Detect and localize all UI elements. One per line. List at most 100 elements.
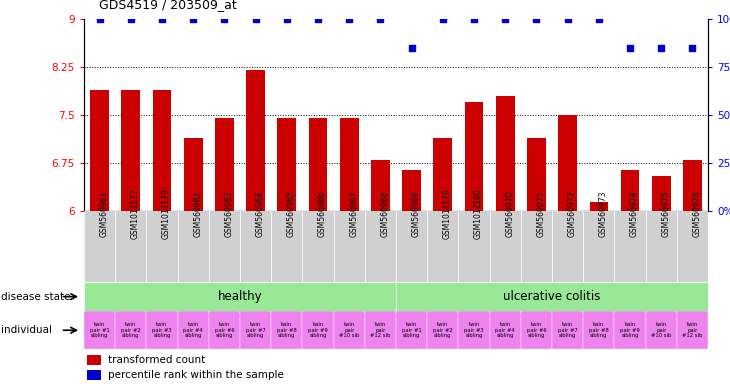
- Bar: [458, 311, 490, 349]
- Text: twin
pair #6
sibling: twin pair #6 sibling: [215, 322, 234, 338]
- Point: [218, 16, 230, 22]
- Point: [125, 16, 137, 22]
- Point: [374, 16, 386, 22]
- Text: twin
pair #1
sibling: twin pair #1 sibling: [402, 322, 421, 338]
- Text: GSM560974: GSM560974: [630, 190, 639, 237]
- Bar: [334, 311, 365, 349]
- Bar: [184, 137, 202, 211]
- Bar: [427, 211, 458, 282]
- Text: twin
pair
#10 sib: twin pair #10 sib: [651, 322, 672, 338]
- Bar: [590, 202, 608, 211]
- Bar: [465, 103, 483, 211]
- Bar: [521, 211, 552, 282]
- Bar: [302, 311, 334, 349]
- Bar: [302, 211, 334, 282]
- Bar: [84, 282, 396, 311]
- Bar: [240, 211, 272, 282]
- Bar: [121, 89, 140, 211]
- Point: [343, 16, 355, 22]
- Point: [468, 16, 480, 22]
- Bar: [583, 311, 615, 349]
- Bar: [177, 211, 209, 282]
- Bar: [209, 211, 240, 282]
- Bar: [402, 170, 421, 211]
- Bar: [458, 211, 490, 282]
- Text: GSM560965: GSM560965: [287, 190, 296, 237]
- Text: twin
pair #4
sibling: twin pair #4 sibling: [183, 322, 203, 338]
- Text: twin
pair #3
sibling: twin pair #3 sibling: [464, 322, 484, 338]
- Point: [531, 16, 542, 22]
- Text: twin
pair #7
sibling: twin pair #7 sibling: [246, 322, 266, 338]
- Bar: [277, 118, 296, 211]
- Text: GSM560970: GSM560970: [505, 190, 514, 237]
- Bar: [434, 137, 452, 211]
- Text: twin
pair #9
sibling: twin pair #9 sibling: [620, 322, 640, 338]
- Bar: [615, 211, 646, 282]
- Text: twin
pair #1
sibling: twin pair #1 sibling: [90, 322, 109, 338]
- Point: [624, 45, 636, 51]
- Text: ulcerative colitis: ulcerative colitis: [504, 290, 601, 303]
- Bar: [209, 311, 240, 349]
- Bar: [552, 311, 583, 349]
- Bar: [365, 211, 396, 282]
- Bar: [246, 70, 265, 211]
- Text: GSM560976: GSM560976: [693, 190, 702, 237]
- Text: GSM560973: GSM560973: [599, 190, 608, 237]
- Bar: [146, 311, 177, 349]
- Bar: [396, 211, 427, 282]
- Bar: [558, 115, 577, 211]
- Text: GSM560967: GSM560967: [349, 190, 358, 237]
- Text: twin
pair #7
sibling: twin pair #7 sibling: [558, 322, 577, 338]
- Bar: [652, 176, 671, 211]
- Text: twin
pair #9
sibling: twin pair #9 sibling: [308, 322, 328, 338]
- Point: [656, 45, 667, 51]
- Bar: [177, 311, 209, 349]
- Bar: [215, 118, 234, 211]
- Point: [406, 45, 418, 51]
- Text: GSM560961: GSM560961: [99, 190, 109, 237]
- Point: [250, 16, 261, 22]
- Text: GSM560968: GSM560968: [380, 190, 389, 237]
- Text: GSM560963: GSM560963: [224, 190, 234, 237]
- Bar: [272, 311, 302, 349]
- Text: GSM1012177: GSM1012177: [131, 188, 139, 239]
- Bar: [115, 311, 146, 349]
- Text: GSM560969: GSM560969: [412, 190, 420, 237]
- Text: twin
pair
#12 sib: twin pair #12 sib: [683, 322, 703, 338]
- Text: twin
pair #2
sibling: twin pair #2 sibling: [433, 322, 453, 338]
- Bar: [496, 96, 515, 211]
- Text: twin
pair #6
sibling: twin pair #6 sibling: [526, 322, 546, 338]
- Bar: [84, 311, 115, 349]
- Point: [593, 16, 604, 22]
- Point: [437, 16, 449, 22]
- Point: [156, 16, 168, 22]
- Text: individual: individual: [1, 325, 53, 335]
- Bar: [396, 311, 427, 349]
- Bar: [490, 211, 521, 282]
- Point: [687, 45, 699, 51]
- Bar: [87, 356, 101, 365]
- Point: [188, 16, 199, 22]
- Text: twin
pair #8
sibling: twin pair #8 sibling: [277, 322, 296, 338]
- Bar: [583, 211, 615, 282]
- Text: transformed count: transformed count: [107, 355, 205, 365]
- Point: [281, 16, 293, 22]
- Point: [499, 16, 511, 22]
- Bar: [309, 118, 327, 211]
- Bar: [272, 211, 302, 282]
- Bar: [683, 160, 702, 211]
- Bar: [490, 311, 521, 349]
- Text: GSM560971: GSM560971: [537, 190, 545, 237]
- Text: GSM1012178: GSM1012178: [443, 188, 452, 239]
- Bar: [371, 160, 390, 211]
- Bar: [365, 311, 396, 349]
- Bar: [615, 311, 646, 349]
- Bar: [620, 170, 639, 211]
- Bar: [334, 211, 365, 282]
- Bar: [340, 118, 358, 211]
- Text: healthy: healthy: [218, 290, 262, 303]
- Text: twin
pair
#12 sib: twin pair #12 sib: [370, 322, 391, 338]
- Bar: [521, 311, 552, 349]
- Text: twin
pair #4
sibling: twin pair #4 sibling: [496, 322, 515, 338]
- Text: GSM560964: GSM560964: [255, 190, 264, 237]
